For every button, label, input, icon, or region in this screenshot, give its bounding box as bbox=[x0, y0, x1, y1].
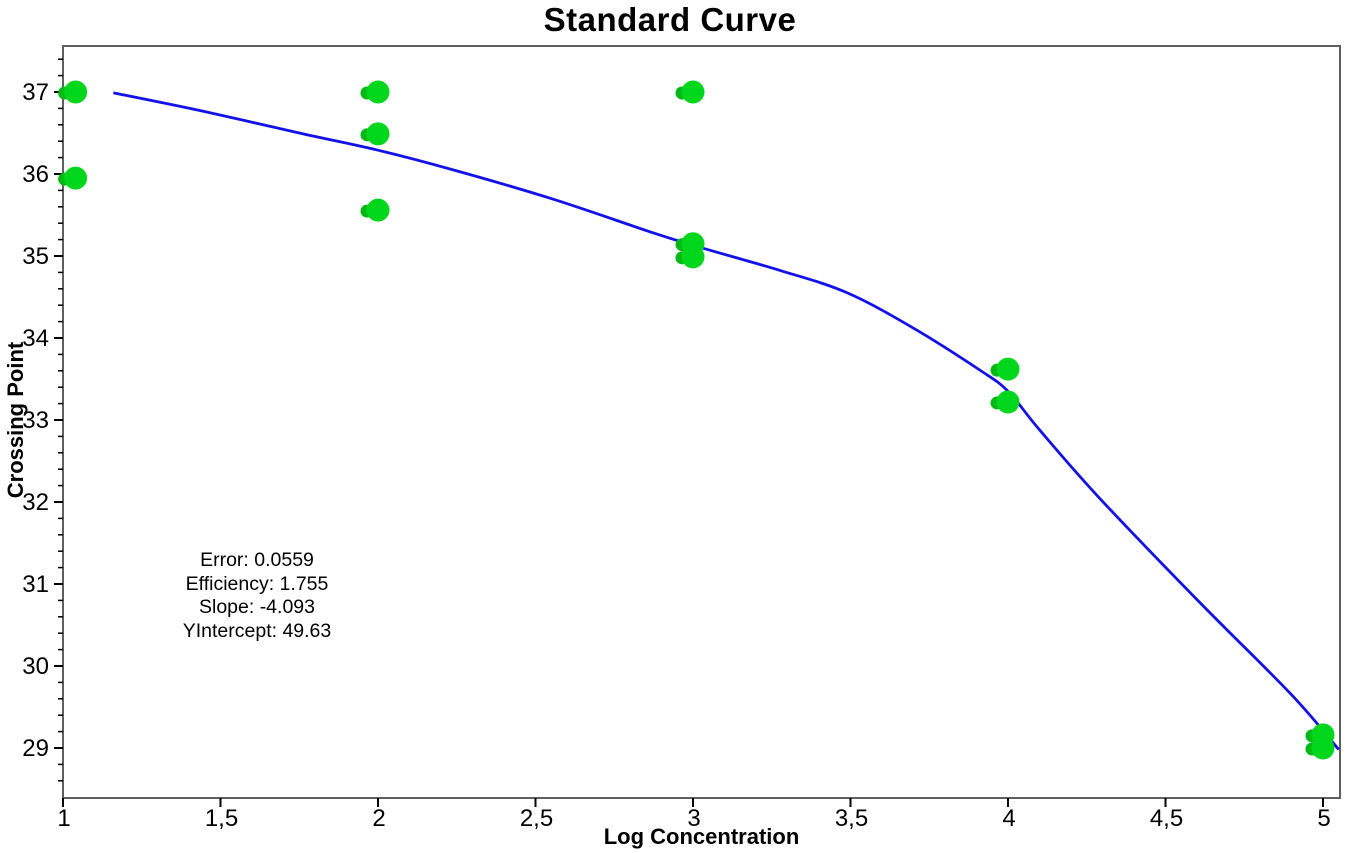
y-tick-label: 34 bbox=[22, 325, 49, 352]
x-tick-label: 2 bbox=[372, 805, 385, 832]
stat-line-yintercept: YIntercept: 49.63 bbox=[182, 619, 332, 642]
x-tick-label: 4,5 bbox=[1150, 805, 1183, 832]
data-point bbox=[366, 80, 390, 104]
x-tick-label: 3,5 bbox=[835, 805, 868, 832]
data-point bbox=[1311, 736, 1335, 760]
data-point bbox=[681, 80, 705, 104]
x-tick-label: 1,5 bbox=[205, 805, 238, 832]
y-tick-label: 30 bbox=[22, 653, 49, 680]
stat-line-slope: Slope: -4.093 bbox=[198, 596, 315, 618]
fit-curve-line bbox=[113, 91, 1340, 751]
x-tick-label: 2,5 bbox=[520, 805, 553, 832]
fit-stats-annotation: Error: 0.0559 Efficiency: 1.755 Slope: -4.… bbox=[107, 549, 407, 643]
x-tick-label: 4 bbox=[1002, 805, 1015, 832]
y-tick-label: 29 bbox=[22, 735, 49, 762]
y-tick-label: 32 bbox=[22, 489, 49, 516]
data-point bbox=[996, 357, 1020, 381]
y-axis-label: Crossing Point bbox=[3, 341, 28, 499]
y-tick-label: 37 bbox=[22, 79, 49, 106]
y-tick-label: 36 bbox=[22, 161, 49, 188]
plot-border bbox=[62, 45, 1341, 799]
data-point bbox=[681, 245, 705, 269]
y-tick-label: 31 bbox=[22, 571, 49, 598]
y-tick-label: 35 bbox=[22, 243, 49, 270]
data-point bbox=[366, 198, 390, 222]
x-tick-label: 5 bbox=[1317, 805, 1330, 832]
data-point bbox=[366, 122, 390, 146]
y-tick-label: 33 bbox=[22, 407, 49, 434]
x-tick-label: 1 bbox=[57, 805, 70, 832]
data-point bbox=[64, 166, 88, 190]
stat-line-error: Error: 0.0559 bbox=[200, 549, 314, 571]
chart-title: Standard Curve bbox=[543, 1, 797, 38]
data-point bbox=[64, 80, 88, 104]
stat-line-efficiency: Efficiency: 1.755 bbox=[185, 572, 329, 595]
x-tick-label: 3 bbox=[687, 805, 700, 832]
x-axis-label: Log Concentration bbox=[603, 824, 800, 849]
data-point bbox=[996, 390, 1020, 414]
